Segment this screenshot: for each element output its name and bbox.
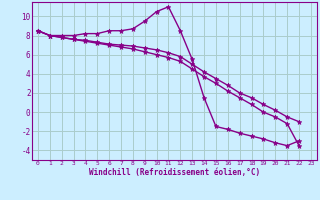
X-axis label: Windchill (Refroidissement éolien,°C): Windchill (Refroidissement éolien,°C) xyxy=(89,168,260,177)
